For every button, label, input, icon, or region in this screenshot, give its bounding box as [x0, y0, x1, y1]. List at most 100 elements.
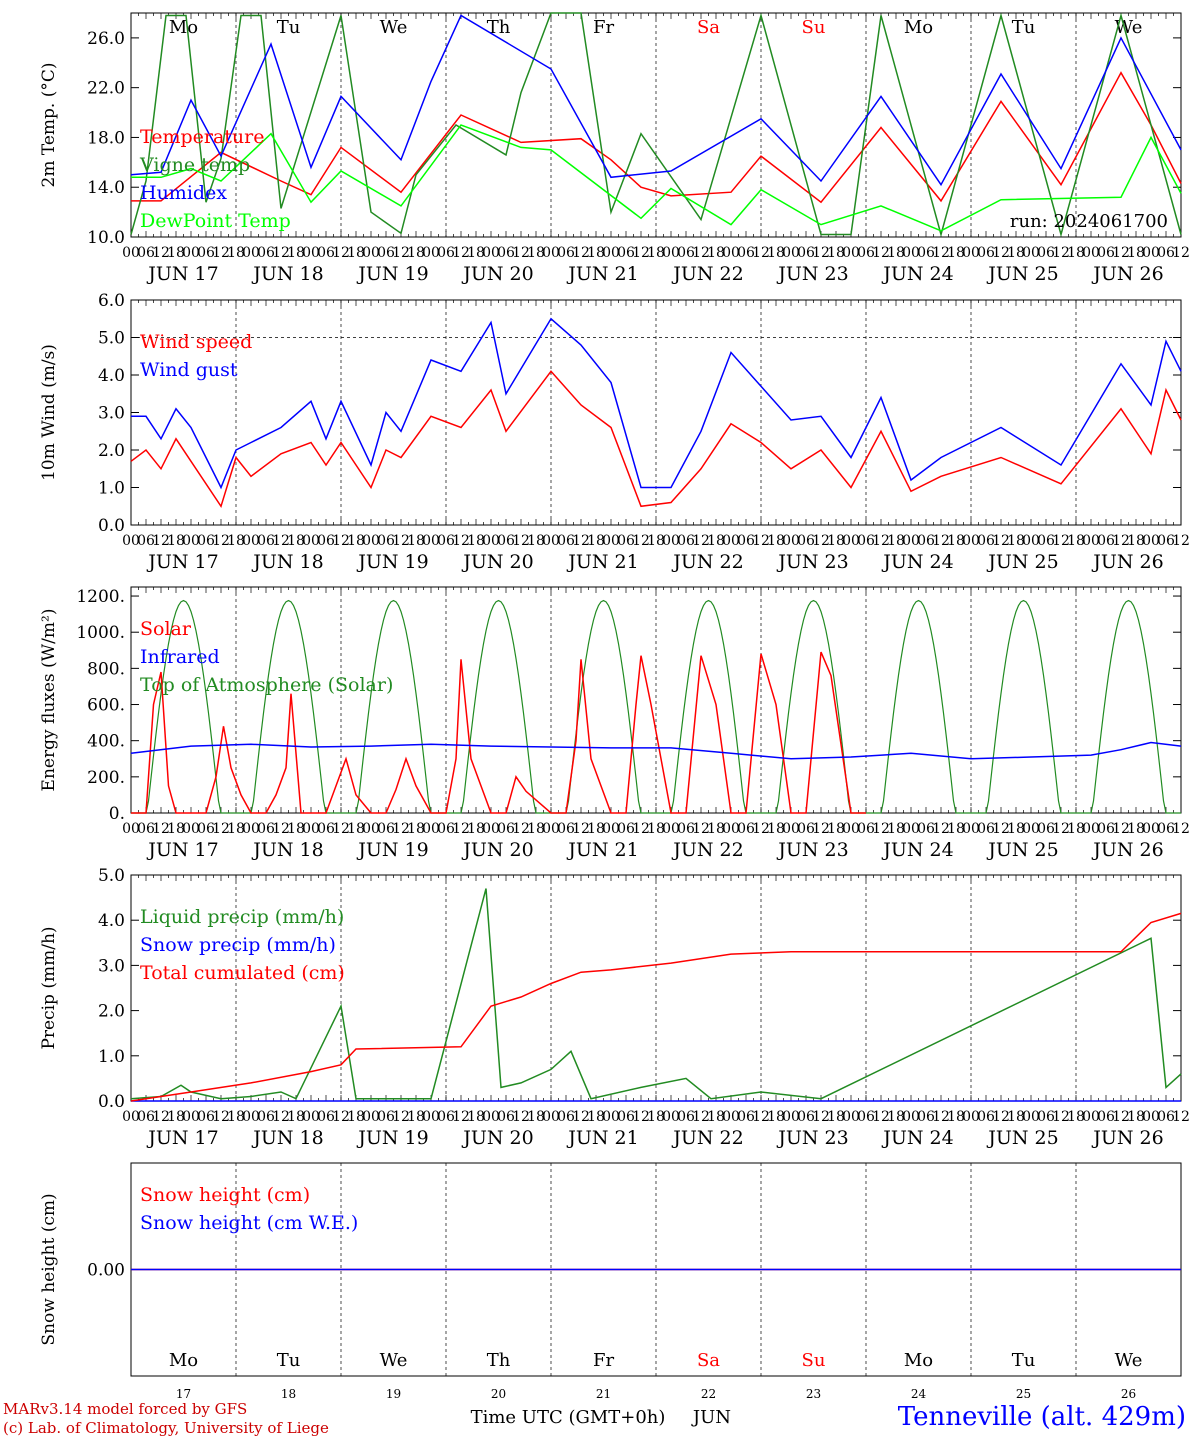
x-hour-label: 06 — [677, 245, 695, 261]
x-hour-label: 06 — [617, 1109, 635, 1125]
x-hour-label: 12 — [752, 533, 770, 549]
x-hour-label: 00 — [782, 245, 800, 261]
run-annotation: run: 2024061700 — [1010, 211, 1168, 232]
x-hour-label: 00 — [542, 533, 560, 549]
x-hour-label: 00 — [422, 821, 440, 837]
legend-entry: Snow height (cm W.E.) — [140, 1212, 358, 1234]
weekday-label: Mo — [169, 1350, 198, 1371]
x-hour-label: 00 — [722, 533, 740, 549]
x-day-label: JUN 26 — [1091, 551, 1163, 573]
weekday-label: Mo — [904, 1350, 933, 1371]
x-hour-label: 18 — [407, 533, 425, 549]
x-hour-label: 12 — [1052, 245, 1070, 261]
x-hour-label: 00 — [962, 533, 980, 549]
x-hour-label: 06 — [737, 821, 755, 837]
x-hour-label: 00 — [1142, 245, 1160, 261]
x-hour-label: 12 — [812, 1109, 830, 1125]
x-hour-label: 18 — [1127, 1109, 1145, 1125]
x-hour-label: 00 — [302, 1109, 320, 1125]
x-hour-label: 06 — [317, 821, 335, 837]
y-tick-label: 600. — [87, 696, 125, 716]
legend-entry: DewPoint Temp — [140, 210, 291, 232]
x-hour-label: 00 — [1082, 821, 1100, 837]
x-hour-label: 00 — [182, 1109, 200, 1125]
x-hour-label: 00 — [422, 1109, 440, 1125]
series-humidex — [130, 14, 1182, 187]
x-day-label: JUN 22 — [671, 263, 743, 285]
x-day-label: JUN 19 — [356, 263, 428, 285]
x-hour-label: 12 — [812, 533, 830, 549]
x-hour-label: 12 — [1172, 1109, 1190, 1125]
date-label: 18 — [281, 1387, 296, 1401]
x-hour-label: 12 — [572, 1109, 590, 1125]
x-hour-label: 18 — [887, 533, 905, 549]
x-hour-label: 00 — [482, 821, 500, 837]
x-hour-label: 12 — [392, 1109, 410, 1125]
y-tick-label: 6.0 — [98, 291, 125, 311]
y-axis-label: Energy fluxes (W/m²) — [39, 609, 59, 792]
series-vigne-temp — [130, 12, 1182, 238]
x-hour-label: 06 — [857, 245, 875, 261]
x-hour-label: 12 — [212, 245, 230, 261]
x-hour-label: 12 — [272, 245, 290, 261]
x-day-label: JUN 25 — [986, 551, 1058, 573]
panel-4: 0.00 Snow height (cm) Mo Tu We Th Fr Sa Su Mo Tu We… — [39, 1162, 1182, 1428]
x-hour-label: 18 — [1007, 1109, 1025, 1125]
x-hour-label: 18 — [707, 533, 725, 549]
x-hour-label: 00 — [1142, 533, 1160, 549]
x-hour-label: 00 — [902, 533, 920, 549]
x-hour-label: 18 — [167, 533, 185, 549]
weekday-label: We — [1115, 1350, 1143, 1371]
x-day-label: JUN 19 — [356, 1127, 428, 1149]
x-hour-label: 06 — [917, 245, 935, 261]
x-hour-label: 18 — [707, 245, 725, 261]
x-hour-label: 00 — [722, 245, 740, 261]
x-hour-label: 12 — [392, 821, 410, 837]
x-hour-label: 06 — [377, 533, 395, 549]
x-day-label: JUN 26 — [1091, 1127, 1163, 1149]
x-hour-label: 06 — [497, 821, 515, 837]
series-total-cumulated-cm- — [130, 912, 1182, 1102]
x-hour-label: 12 — [212, 533, 230, 549]
x-hour-label: 12 — [872, 1109, 890, 1125]
x-hour-label: 00 — [722, 1109, 740, 1125]
x-hour-label: 00 — [902, 245, 920, 261]
y-tick-label: 4.0 — [98, 911, 125, 931]
x-hour-label: 06 — [377, 245, 395, 261]
x-hour-label: 06 — [1157, 245, 1175, 261]
x-day-label: JUN 24 — [881, 1127, 953, 1149]
y-tick-label: 0.00 — [87, 1261, 125, 1281]
x-hour-label: 06 — [377, 821, 395, 837]
x-hour-label: 06 — [557, 533, 575, 549]
x-hour-label: 12 — [632, 245, 650, 261]
x-hour-label: 00 — [602, 821, 620, 837]
y-tick-label: 3.0 — [98, 404, 125, 424]
y-tick-label: 22.0 — [87, 79, 125, 99]
x-hour-label: 18 — [407, 821, 425, 837]
x-hour-label: 18 — [947, 533, 965, 549]
x-hour-label: 06 — [557, 245, 575, 261]
x-hour-label: 12 — [272, 533, 290, 549]
x-day-label: JUN 23 — [776, 839, 848, 861]
x-hour-label: 06 — [437, 533, 455, 549]
x-hour-label: 18 — [887, 1109, 905, 1125]
x-hour-label: 06 — [977, 1109, 995, 1125]
date-label: 21 — [596, 1387, 611, 1401]
legend-entry: Total cumulated (cm) — [140, 962, 345, 984]
x-hour-label: 00 — [602, 1109, 620, 1125]
x-hour-label: 12 — [392, 245, 410, 261]
legend-entry: Liquid precip (mm/h) — [140, 906, 344, 928]
x-hour-label: 18 — [167, 821, 185, 837]
x-hour-label: 12 — [632, 1109, 650, 1125]
y-tick-label: 18.0 — [87, 128, 125, 148]
x-hour-label: 00 — [782, 1109, 800, 1125]
x-hour-label: 18 — [347, 1109, 365, 1125]
weekday-label: Tu — [277, 1350, 301, 1371]
series-infrared — [130, 741, 1182, 760]
x-hour-label: 00 — [842, 245, 860, 261]
x-hour-label: 00 — [122, 533, 140, 549]
x-hour-label: 12 — [872, 821, 890, 837]
x-hour-label: 00 — [902, 1109, 920, 1125]
x-hour-label: 00 — [1142, 1109, 1160, 1125]
